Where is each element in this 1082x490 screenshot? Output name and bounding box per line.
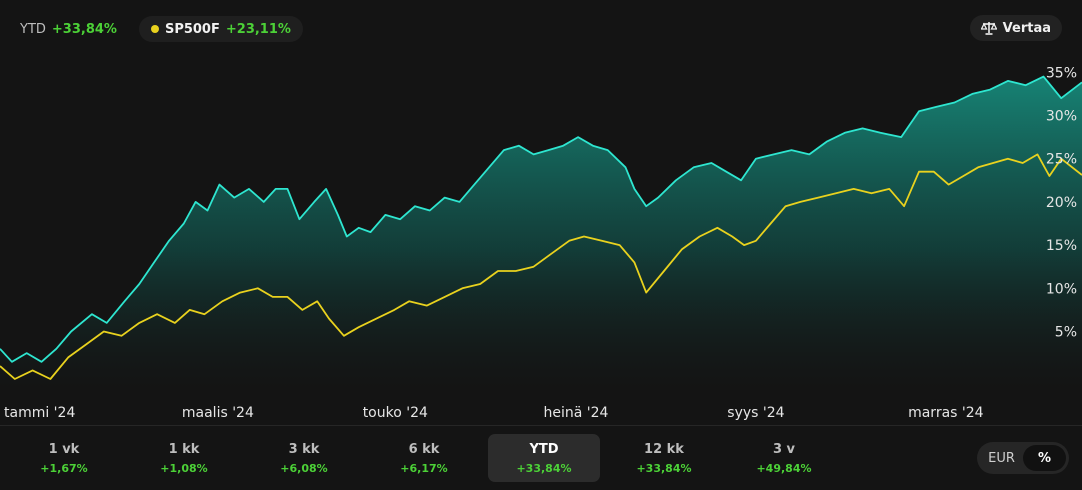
scale-icon xyxy=(980,22,997,35)
x-tick-label: tammi '24 xyxy=(4,405,75,421)
period-label: 1 vk xyxy=(48,441,80,457)
toggle-percent[interactable]: % xyxy=(1023,445,1066,471)
compare-button[interactable]: Vertaa xyxy=(969,15,1062,41)
period-change: +1,08% xyxy=(160,461,208,475)
period-6-kk[interactable]: 6 kk +6,17% xyxy=(368,434,480,482)
legend-benchmark-value: +23,11% xyxy=(225,21,291,37)
unit-toggle: EUR % xyxy=(977,442,1069,474)
legend-benchmark-label: SP500F xyxy=(164,21,220,37)
y-tick-label: 25% xyxy=(1046,152,1077,168)
toggle-eur[interactable]: EUR xyxy=(988,450,1015,466)
y-tick-label: 35% xyxy=(1046,65,1077,81)
period-label: 1 kk xyxy=(168,441,200,457)
legend-primary: YTD +33,84% xyxy=(8,16,129,42)
y-tick-label: 20% xyxy=(1046,195,1077,211)
chart-legend: YTD +33,84% SP500F +23,11% xyxy=(8,16,303,42)
y-tick-label: 5% xyxy=(1055,325,1077,341)
period-3-v[interactable]: 3 v +49,84% xyxy=(728,434,840,482)
period-change: +6,08% xyxy=(280,461,328,475)
period-label: 6 kk xyxy=(408,441,440,457)
period-1-kk[interactable]: 1 kk +1,08% xyxy=(128,434,240,482)
period-change: +1,67% xyxy=(40,461,88,475)
period-label: 3 v xyxy=(772,441,796,457)
period-change: +33,84% xyxy=(636,461,692,475)
period-label: YTD xyxy=(529,441,559,457)
period-label: 12 kk xyxy=(644,441,684,457)
period-3-kk[interactable]: 3 kk +6,08% xyxy=(248,434,360,482)
period-change: +49,84% xyxy=(756,461,812,475)
period-1-vk[interactable]: 1 vk +1,67% xyxy=(8,434,120,482)
period-label: 3 kk xyxy=(288,441,320,457)
period-ytd[interactable]: YTD +33,84% xyxy=(488,434,600,482)
series-line-sp500f xyxy=(0,153,1082,380)
x-tick-label: syys '24 xyxy=(727,405,784,421)
compare-button-label: Vertaa xyxy=(1002,20,1051,36)
benchmark-dot-icon xyxy=(150,25,159,33)
series-line-ytd xyxy=(0,75,1082,363)
divider xyxy=(0,425,1082,426)
x-tick-label: maalis '24 xyxy=(182,405,254,421)
x-tick-label: marras '24 xyxy=(908,405,984,421)
y-tick-label: 10% xyxy=(1046,281,1077,297)
x-tick-label: touko '24 xyxy=(363,405,428,421)
y-tick-label: 15% xyxy=(1046,238,1077,254)
legend-benchmark[interactable]: SP500F +23,11% xyxy=(138,16,303,42)
y-tick-label: 30% xyxy=(1046,109,1077,125)
period-12-kk[interactable]: 12 kk +33,84% xyxy=(608,434,720,482)
legend-primary-label: YTD xyxy=(20,21,46,37)
performance-chart: 5% 10% 15% 20% 25% 30% 35% tammi '24 maalis '24… xyxy=(0,65,1082,421)
x-tick-label: heinä '24 xyxy=(544,405,609,421)
period-change: +6,17% xyxy=(400,461,448,475)
legend-primary-value: +33,84% xyxy=(51,21,117,37)
period-change: +33,84% xyxy=(516,461,572,475)
series-area-ytd xyxy=(0,76,1082,392)
